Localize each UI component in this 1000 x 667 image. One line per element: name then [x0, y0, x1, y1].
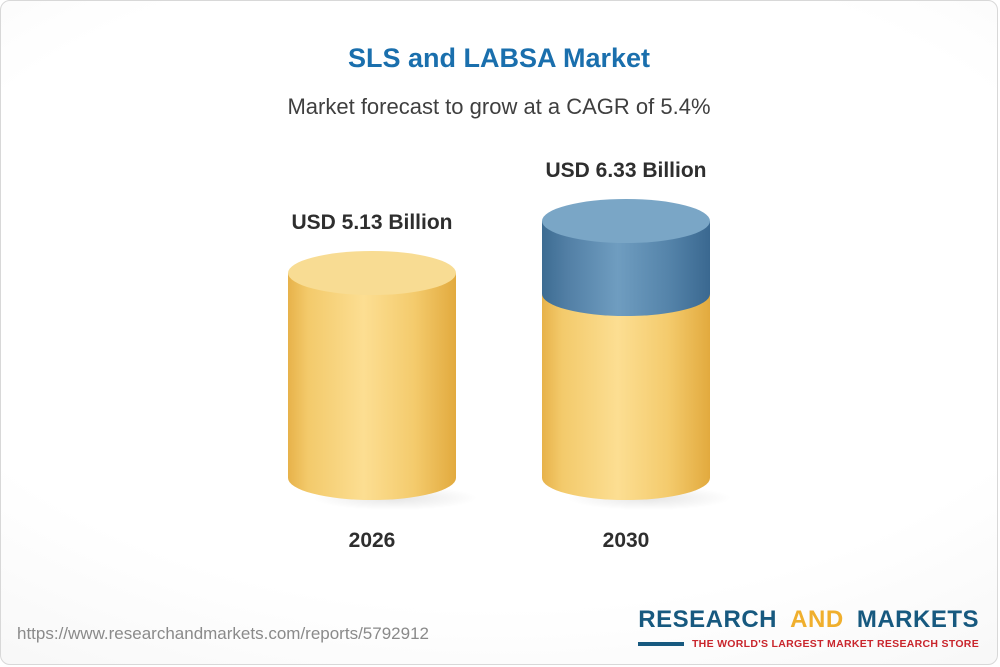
logo-tagline: THE WORLD'S LARGEST MARKET RESEARCH STOR…	[691, 638, 979, 650]
page-title: SLS and LABSA Market	[347, 43, 651, 73]
logo-word-research: RESEARCH	[638, 606, 777, 633]
cylinder-wrap-2030	[535, 199, 763, 515]
logo-bar	[638, 642, 684, 646]
value-label-2030: USD 6.33 Billion	[545, 159, 707, 182]
research-and-markets-logo[interactable]: RESEARCH AND MARKETS THE WORLD'S LARGEST…	[638, 606, 979, 650]
logo-underline-row: THE WORLD'S LARGEST MARKET RESEARCH STOR…	[638, 638, 979, 650]
report-url-link[interactable]: https://www.researchandmarkets.com/repor…	[17, 624, 429, 643]
cylinder-wrap-2026	[281, 251, 509, 515]
year-label-2030: 2030	[602, 529, 650, 552]
logo-word-markets: MARKETS	[856, 606, 979, 633]
bar-group-2026: USD 5.13 Billion 2026	[281, 211, 509, 553]
year-label-2026: 2026	[348, 529, 396, 552]
bar-group-2030: USD 6.33 Billion 2030	[535, 159, 763, 553]
bar-chart: USD 5.13 Billion 2026 USD 6.33 Billion	[1, 159, 997, 553]
logo-word-and: AND	[790, 606, 844, 633]
page-subtitle: Market forecast to grow at a CAGR of 5.4…	[287, 94, 711, 119]
cylinder-2026	[288, 251, 456, 500]
value-label-2026: USD 5.13 Billion	[291, 211, 453, 234]
logo-wordmark: RESEARCH AND MARKETS	[638, 606, 979, 634]
cylinder-2030	[542, 199, 710, 500]
